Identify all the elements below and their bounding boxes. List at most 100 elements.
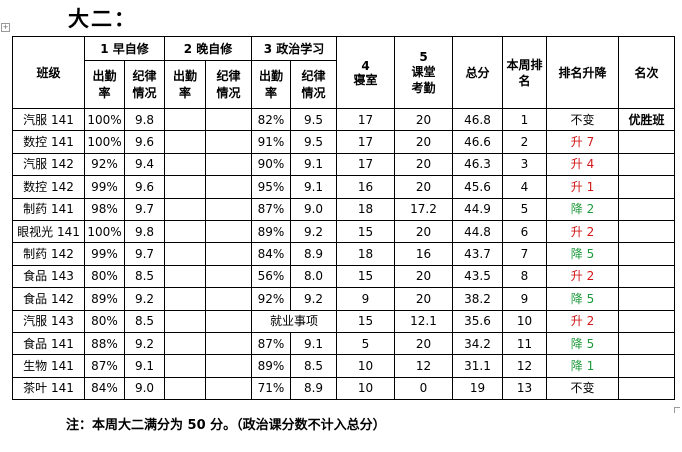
header-classroom: 5 课堂考勤 bbox=[394, 36, 453, 109]
evening-attendance-cell bbox=[164, 309, 206, 333]
classroom-score-cell: 20 bbox=[394, 219, 453, 244]
total-score-cell: 43.7 bbox=[452, 242, 503, 266]
header-discipline-2: 纪律情况 bbox=[205, 60, 252, 109]
table-row: 眼视光 141 100% 9.8 89% 9.2 15 20 44.8 6 升 2 bbox=[12, 219, 675, 244]
header-attendance-3: 出勤率 bbox=[251, 60, 291, 109]
classroom-score-cell: 20 bbox=[394, 331, 453, 356]
classroom-score-cell: 20 bbox=[394, 287, 453, 311]
honor-cell bbox=[618, 130, 675, 154]
week-rank-cell: 11 bbox=[502, 331, 547, 356]
class-name-cell: 数控 141 bbox=[12, 130, 85, 154]
evening-discipline-cell bbox=[205, 287, 252, 311]
classroom-score-cell: 17.2 bbox=[394, 197, 453, 221]
evening-attendance-cell bbox=[164, 287, 206, 311]
rank-change-cell: 升 1 bbox=[546, 175, 619, 199]
table-row: 制药 142 99% 9.7 84% 8.9 18 16 43.7 7 降 5 bbox=[12, 242, 675, 266]
evening-discipline-cell bbox=[205, 152, 252, 177]
evening-attendance-cell bbox=[164, 242, 206, 266]
dorm-score-cell: 18 bbox=[336, 242, 395, 266]
header-week-rank: 本周排名 bbox=[502, 36, 547, 109]
dorm-score-cell: 10 bbox=[336, 354, 395, 378]
rank-change-cell: 降 1 bbox=[546, 354, 619, 378]
rank-change-cell: 升 7 bbox=[546, 130, 619, 154]
political-attendance-cell: 92% bbox=[251, 287, 291, 311]
morning-discipline-cell: 8.5 bbox=[124, 264, 165, 289]
evening-discipline-cell bbox=[205, 197, 252, 221]
classroom-score-cell: 0 bbox=[394, 376, 453, 401]
political-attendance-cell: 87% bbox=[251, 197, 291, 221]
header-class: 班级 bbox=[12, 36, 85, 109]
morning-discipline-cell: 9.2 bbox=[124, 331, 165, 356]
morning-attendance-cell: 100% bbox=[84, 107, 125, 132]
classroom-score-cell: 20 bbox=[394, 130, 453, 154]
discipline-label: 纪律情况 bbox=[301, 68, 326, 100]
evening-attendance-cell bbox=[164, 331, 206, 356]
morning-attendance-cell: 98% bbox=[84, 197, 125, 221]
classroom-score-cell: 20 bbox=[394, 175, 453, 199]
classroom-score-cell: 12 bbox=[394, 354, 453, 378]
honor-cell bbox=[618, 197, 675, 221]
political-discipline-cell: 8.5 bbox=[290, 354, 337, 378]
ranking-table: 班级 1 早自修 2 晚自修 3 政治学习 4 寝室 5 课堂考勤 总分 本周排… bbox=[12, 36, 675, 401]
rank-change-cell: 不变 bbox=[546, 376, 619, 401]
morning-discipline-cell: 9.4 bbox=[124, 152, 165, 177]
week-rank-cell: 10 bbox=[502, 309, 547, 333]
dorm-score-cell: 9 bbox=[336, 287, 395, 311]
table-row: 数控 142 99% 9.6 95% 9.1 16 20 45.6 4 升 1 bbox=[12, 175, 675, 199]
political-discipline-cell: 9.5 bbox=[290, 130, 337, 154]
week-rank-cell: 7 bbox=[502, 242, 547, 266]
morning-discipline-cell: 9.7 bbox=[124, 242, 165, 266]
classroom-score-cell: 16 bbox=[394, 242, 453, 266]
political-attendance-cell: 90% bbox=[251, 152, 291, 177]
morning-attendance-cell: 89% bbox=[84, 287, 125, 311]
morning-discipline-cell: 9.8 bbox=[124, 107, 165, 132]
political-discipline-cell: 8.9 bbox=[290, 242, 337, 266]
honor-cell bbox=[618, 354, 675, 378]
evening-discipline-cell bbox=[205, 219, 252, 244]
page-title: 大二： bbox=[68, 6, 137, 31]
classroom-score-cell: 12.1 bbox=[394, 309, 453, 333]
evening-discipline-cell bbox=[205, 309, 252, 333]
dorm-score-cell: 17 bbox=[336, 152, 395, 177]
morning-attendance-cell: 99% bbox=[84, 242, 125, 266]
morning-attendance-cell: 92% bbox=[84, 152, 125, 177]
table-row: 汽服 143 80% 8.5 就业事项 15 12.1 35.6 10 升 2 bbox=[12, 309, 675, 333]
morning-discipline-cell: 9.6 bbox=[124, 175, 165, 199]
header-row-1: 班级 1 早自修 2 晚自修 3 政治学习 4 寝室 5 课堂考勤 总分 本周排… bbox=[12, 36, 675, 109]
political-discipline-cell: 9.5 bbox=[290, 107, 337, 132]
table-row: 汽服 141 100% 9.8 82% 9.5 17 20 46.8 1 不变 优胜班 bbox=[12, 107, 675, 132]
move-handle-icon[interactable]: + bbox=[1, 23, 10, 32]
week-rank-cell: 4 bbox=[502, 175, 547, 199]
evening-discipline-cell bbox=[205, 264, 252, 289]
rank-change-cell: 降 5 bbox=[546, 242, 619, 266]
honor-cell bbox=[618, 175, 675, 199]
dorm-score-cell: 15 bbox=[336, 264, 395, 289]
week-rank-cell: 6 bbox=[502, 219, 547, 244]
class-name-cell: 茶叶 141 bbox=[12, 376, 85, 401]
honor-cell bbox=[618, 309, 675, 333]
week-rank-cell: 2 bbox=[502, 130, 547, 154]
political-attendance-cell: 89% bbox=[251, 354, 291, 378]
resize-corner[interactable] bbox=[674, 407, 680, 413]
morning-discipline-cell: 9.7 bbox=[124, 197, 165, 221]
evening-discipline-cell bbox=[205, 175, 252, 199]
header-attendance-1: 出勤率 bbox=[84, 60, 125, 109]
morning-discipline-cell: 9.2 bbox=[124, 287, 165, 311]
class-name-cell: 数控 142 bbox=[12, 175, 85, 199]
class-name-cell: 汽服 142 bbox=[12, 152, 85, 177]
class-name-cell: 食品 143 bbox=[12, 264, 85, 289]
header-honor: 名次 bbox=[618, 36, 675, 109]
political-attendance-cell: 87% bbox=[251, 331, 291, 356]
evening-attendance-cell bbox=[164, 152, 206, 177]
political-discipline-cell: 8.0 bbox=[290, 264, 337, 289]
morning-discipline-cell: 9.1 bbox=[124, 354, 165, 378]
morning-discipline-cell: 9.8 bbox=[124, 219, 165, 244]
dorm-score-cell: 18 bbox=[336, 197, 395, 221]
political-discipline-cell: 9.1 bbox=[290, 152, 337, 177]
dorm-score-cell: 10 bbox=[336, 376, 395, 401]
morning-discipline-cell: 9.6 bbox=[124, 130, 165, 154]
class-name-cell: 生物 141 bbox=[12, 354, 85, 378]
header-rank-change: 排名升降 bbox=[546, 36, 619, 109]
total-score-cell: 46.3 bbox=[452, 152, 503, 177]
classroom-score-cell: 20 bbox=[394, 264, 453, 289]
